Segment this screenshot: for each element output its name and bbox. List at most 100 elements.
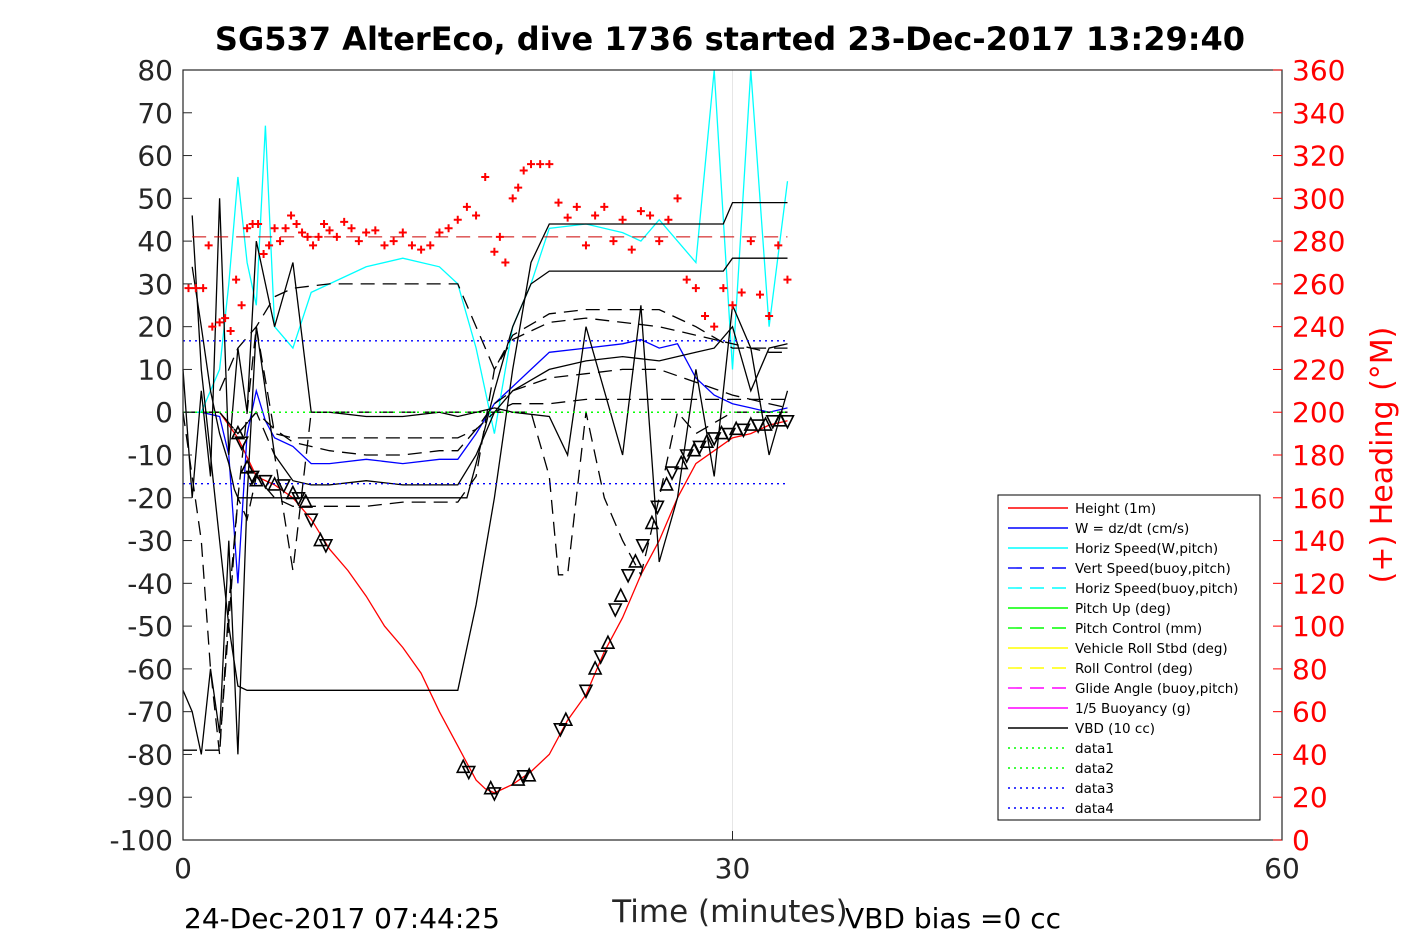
series-pitch_control <box>183 326 788 751</box>
depth-marker <box>245 470 260 486</box>
y-tick-label-right: 340 <box>1292 97 1345 130</box>
heading-point <box>325 226 334 235</box>
heading-point <box>691 284 700 293</box>
heading-point <box>746 237 755 246</box>
heading-point <box>371 226 380 235</box>
depth-marker <box>303 513 319 528</box>
depth-marker <box>664 466 680 481</box>
y-tick-label-left: 80 <box>137 54 173 87</box>
heading-point <box>774 241 783 250</box>
y-tick-label-right: 200 <box>1292 396 1345 429</box>
heading-point <box>232 275 241 284</box>
legend-label: 1/5 Buoyancy (g) <box>1075 701 1191 717</box>
heading-point <box>646 211 655 220</box>
heading-point <box>673 194 682 203</box>
depth-marker <box>600 634 616 650</box>
heading-point <box>417 245 426 254</box>
heading-point <box>287 211 296 220</box>
series-buoyancy <box>191 201 788 691</box>
heading-point <box>682 275 691 284</box>
y-tick-label-right: 300 <box>1292 182 1345 215</box>
heading-point <box>265 241 274 250</box>
legend: Height (1m) W = dz/dt (cm/s) Horiz Speed(W… <box>997 494 1261 821</box>
legend-label: VBD (10 cc) <box>1075 721 1155 737</box>
heading-point <box>719 284 728 293</box>
series-horiz_speed <box>183 69 789 434</box>
heading-point <box>618 215 627 224</box>
y-tick-label-right: 180 <box>1292 439 1345 472</box>
depth-marker <box>613 587 629 602</box>
heading-point <box>208 322 217 331</box>
legend-label: data1 <box>1075 741 1114 757</box>
depth-marker <box>659 476 674 491</box>
heading-point <box>199 284 208 293</box>
heading-point <box>527 160 536 169</box>
x-tick-label: 60 <box>1264 852 1300 885</box>
depth-marker <box>673 454 689 470</box>
footer-timestamp: 24-Dec-2017 07:44:25 <box>184 902 500 935</box>
y-tick-label-left: 0 <box>155 396 173 429</box>
heading-point <box>490 247 499 256</box>
series-w <box>183 338 788 584</box>
heading-point <box>259 249 268 258</box>
heading-point <box>237 301 246 310</box>
heading-point <box>545 160 554 169</box>
legend-label: data3 <box>1075 781 1114 797</box>
legend-label: W = dz/dt (cm/s) <box>1075 521 1189 537</box>
heading-point <box>407 241 416 250</box>
depth-marker <box>461 765 477 781</box>
heading-point <box>281 224 290 233</box>
y-tick-label-right: 360 <box>1292 54 1345 87</box>
depth-marker <box>780 414 795 430</box>
heading-point <box>276 237 285 246</box>
heading-point <box>627 245 636 254</box>
depth-marker <box>276 479 292 494</box>
depth-marker <box>521 767 537 782</box>
y-tick-label-left: 40 <box>137 225 173 258</box>
heading-point <box>303 232 312 241</box>
heading-point <box>664 215 673 224</box>
heading-point <box>581 241 590 250</box>
depth-marker <box>758 416 773 431</box>
y-tick-label-left: 60 <box>137 140 173 173</box>
y-axis-right-label: (+) Heading (°M) <box>1365 327 1400 584</box>
depth-triangle-markers <box>230 411 795 802</box>
depth-marker <box>628 553 643 568</box>
footer-vbd-bias: VBD bias =0 cc <box>845 902 1061 935</box>
heading-point <box>710 322 719 331</box>
y-tick-label-right: 20 <box>1292 781 1328 814</box>
heading-point <box>292 220 301 228</box>
heading-point <box>501 258 510 267</box>
depth-marker <box>578 684 594 700</box>
heading-point <box>495 232 504 241</box>
heading-point <box>609 237 618 246</box>
depth-marker <box>258 474 273 490</box>
heading-point <box>701 311 710 320</box>
legend-label: Horiz Speed(W,pitch) <box>1075 541 1218 557</box>
legend-label: Height (1m) <box>1075 501 1156 517</box>
y-tick-label-left: 50 <box>137 182 173 215</box>
heading-point <box>389 237 398 246</box>
y-tick-label-left: -90 <box>127 781 173 814</box>
series-vehicle_roll <box>182 198 789 563</box>
depth-marker <box>291 491 306 507</box>
depth-marker <box>248 471 264 487</box>
heading-point <box>380 241 389 250</box>
heading-point <box>314 232 323 241</box>
heading-point <box>354 237 363 246</box>
y-tick-label-right: 160 <box>1292 482 1345 515</box>
x-axis-label: Time (minutes) <box>611 894 847 930</box>
depth-marker <box>644 514 660 530</box>
y-tick-label-right: 0 <box>1292 824 1310 857</box>
heading-point <box>472 211 481 220</box>
heading-point <box>554 198 563 207</box>
y-tick-label-left: -40 <box>127 567 173 600</box>
y-tick-label-right: 220 <box>1292 353 1345 386</box>
y-tick-label-left: -50 <box>127 610 173 643</box>
heading-point <box>435 228 444 237</box>
heading-point <box>226 326 235 335</box>
y-tick-label-left: -80 <box>127 738 173 771</box>
y-axis-right: 3603403203002802602402202001801601401201… <box>1273 54 1345 857</box>
chart-title: SG537 AlterEco, dive 1736 started 23-Dec… <box>215 20 1245 58</box>
